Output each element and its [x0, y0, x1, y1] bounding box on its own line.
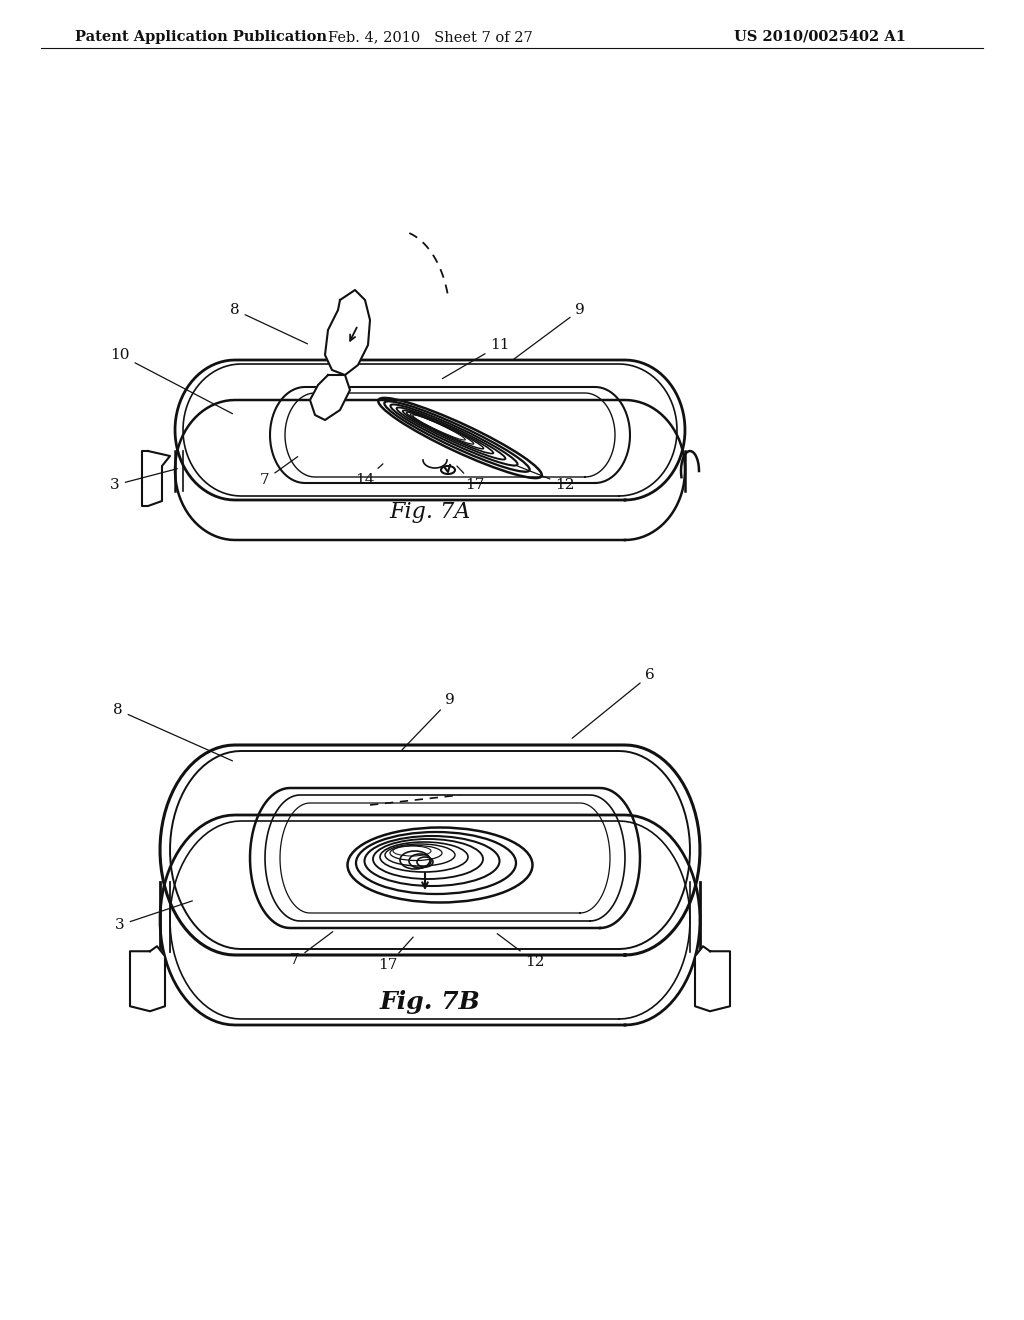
Text: 6: 6 — [572, 668, 655, 738]
Text: 8: 8 — [230, 304, 307, 343]
Text: 12: 12 — [517, 466, 574, 492]
Text: 12: 12 — [498, 933, 545, 969]
Polygon shape — [310, 375, 350, 420]
Text: 8: 8 — [114, 704, 232, 760]
Text: 3: 3 — [111, 469, 177, 492]
Polygon shape — [160, 814, 700, 1026]
Text: 9: 9 — [512, 304, 585, 360]
Text: 7: 7 — [290, 932, 333, 968]
Text: 17: 17 — [457, 466, 484, 492]
Polygon shape — [695, 946, 730, 1011]
Text: 9: 9 — [402, 693, 455, 750]
Text: Patent Application Publication: Patent Application Publication — [75, 30, 327, 44]
Polygon shape — [175, 400, 685, 540]
Text: Fig. 7A: Fig. 7A — [389, 502, 471, 523]
Polygon shape — [325, 290, 370, 375]
Text: Feb. 4, 2010   Sheet 7 of 27: Feb. 4, 2010 Sheet 7 of 27 — [328, 30, 532, 44]
Polygon shape — [160, 744, 700, 954]
Polygon shape — [130, 946, 165, 1011]
Text: 11: 11 — [442, 338, 510, 379]
Text: Fig. 7B: Fig. 7B — [380, 990, 480, 1014]
Text: 14: 14 — [355, 463, 383, 487]
Polygon shape — [142, 451, 170, 506]
Text: 17: 17 — [378, 937, 413, 972]
Text: 10: 10 — [111, 348, 232, 413]
Text: 7: 7 — [260, 457, 298, 487]
Text: US 2010/0025402 A1: US 2010/0025402 A1 — [734, 30, 906, 44]
Text: 3: 3 — [115, 900, 193, 932]
